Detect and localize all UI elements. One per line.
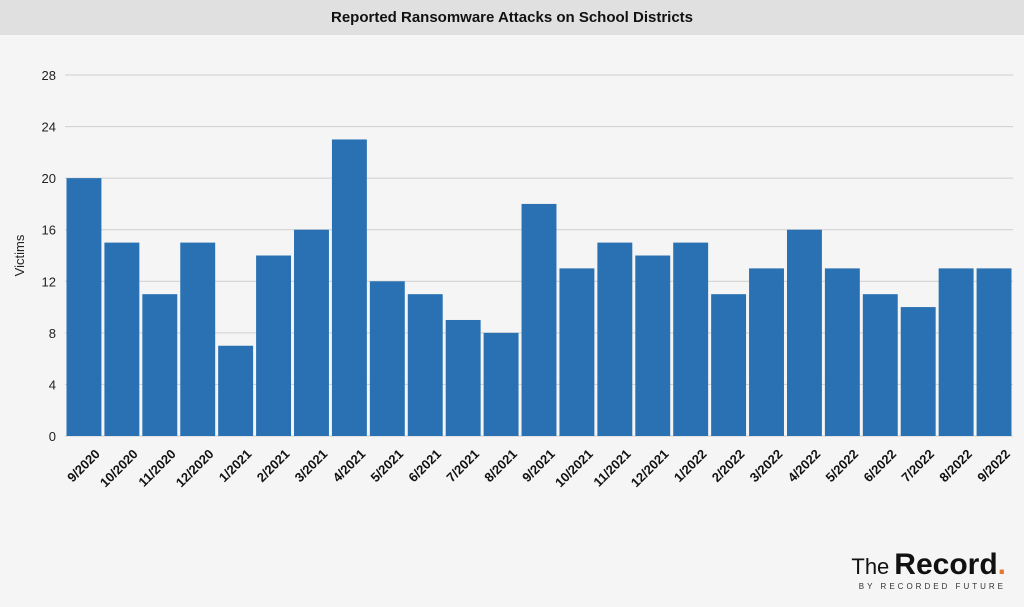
bar (938, 268, 974, 436)
x-tick-label: 12/2021 (628, 446, 672, 490)
x-tick-label: 6/2021 (405, 446, 444, 485)
bar (976, 268, 1012, 436)
x-tick-label: 4/2022 (785, 446, 824, 485)
x-tick-label: 9/2022 (974, 446, 1013, 485)
bar (673, 242, 709, 436)
bar (786, 229, 822, 436)
x-tick-label: 3/2022 (747, 446, 786, 485)
bar (597, 242, 633, 436)
x-tick-label: 8/2021 (481, 446, 520, 485)
x-tick-label: 1/2022 (671, 446, 710, 485)
y-tick-label: 24 (42, 120, 56, 135)
bar (559, 268, 595, 436)
x-tick-label: 7/2021 (443, 446, 482, 485)
x-tick-label: 5/2021 (368, 446, 407, 485)
y-axis-label: Victims (12, 234, 27, 276)
y-tick-label: 28 (42, 68, 56, 83)
x-tick-label: 3/2021 (292, 446, 331, 485)
chart-title-bar: Reported Ransomware Attacks on School Di… (0, 0, 1024, 35)
x-tick-label: 10/2021 (552, 446, 596, 490)
bar (104, 242, 140, 436)
bar (862, 294, 898, 436)
bar (218, 345, 254, 436)
bar (711, 294, 747, 436)
bar (256, 255, 292, 436)
bar (180, 242, 216, 436)
bar (635, 255, 671, 436)
y-tick-label: 4 (49, 377, 56, 392)
bar (445, 319, 481, 436)
chart-title: Reported Ransomware Attacks on School Di… (330, 9, 694, 26)
logo-subtitle: BY RECORDED FUTURE (858, 582, 1006, 591)
bar (483, 332, 519, 436)
bar-chart: 0481216202428Victims9/202010/202011/2020… (12, 68, 1013, 490)
bar (824, 268, 860, 436)
logo-record: Record (894, 548, 998, 581)
x-tick-label: 10/2020 (97, 446, 141, 490)
x-tick-label: 5/2022 (823, 446, 862, 485)
x-tick-label: 1/2021 (216, 446, 255, 485)
bar (369, 281, 405, 436)
x-tick-label: 2/2021 (254, 446, 293, 485)
bar (900, 307, 936, 436)
the-record-logo: The Record. BY RECORDED FUTURE (851, 548, 1006, 592)
x-tick-label: 6/2022 (860, 446, 899, 485)
y-tick-label: 12 (42, 274, 56, 289)
bar (407, 294, 443, 436)
x-tick-label: 4/2021 (330, 446, 369, 485)
bar (521, 203, 557, 436)
y-tick-label: 0 (49, 429, 56, 444)
logo-the: The (851, 554, 890, 579)
bar (331, 139, 367, 436)
bar (749, 268, 784, 436)
logo-dot: . (997, 548, 1006, 581)
x-tick-label: 11/2020 (135, 446, 178, 489)
bar (142, 294, 178, 436)
y-tick-label: 8 (49, 326, 56, 341)
x-tick-label: 11/2021 (590, 446, 633, 489)
x-tick-label: 12/2020 (173, 446, 217, 490)
y-tick-label: 20 (42, 171, 56, 186)
x-tick-label: 8/2022 (936, 446, 975, 485)
x-tick-label: 7/2022 (898, 446, 937, 485)
y-tick-label: 16 (42, 223, 56, 238)
bar (66, 178, 102, 436)
x-tick-label: 2/2022 (709, 446, 748, 485)
bar (294, 229, 329, 436)
